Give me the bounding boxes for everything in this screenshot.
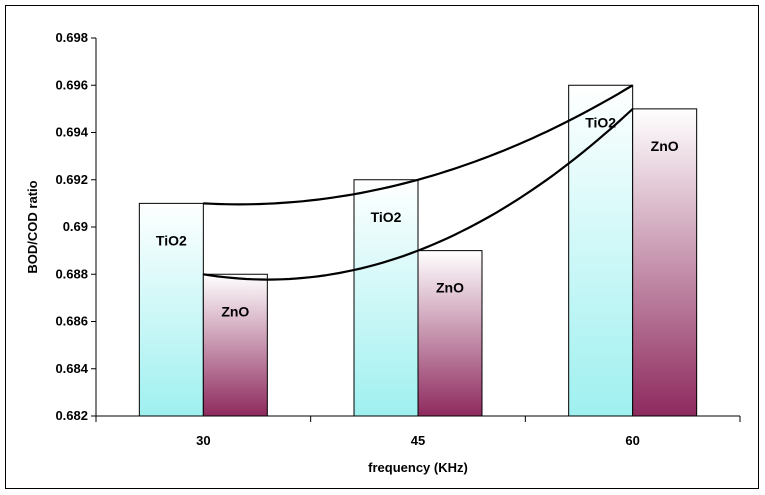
bar-tio2-60 xyxy=(568,84,634,417)
bar-zno-45 xyxy=(417,250,483,417)
y-tick-label: 0.684 xyxy=(55,361,88,376)
bar-tio2-30 xyxy=(138,202,204,417)
y-tick-label: 0.698 xyxy=(55,30,88,45)
y-tick-label: 0.686 xyxy=(55,314,88,329)
bar-label-zno: ZnO xyxy=(436,280,464,296)
bar-zno-30 xyxy=(202,273,268,417)
y-tick-label: 0.694 xyxy=(55,125,88,140)
x-tick-label: 60 xyxy=(625,433,639,448)
bar-label-tio2: TiO2 xyxy=(371,209,402,225)
bar-label-zno: ZnO xyxy=(221,303,249,319)
trendline-tio2 xyxy=(203,84,634,206)
y-tick-label: 0.682 xyxy=(55,408,88,423)
y-tick-label: 0.692 xyxy=(55,172,88,187)
y-tick-label: 0.69 xyxy=(63,219,88,234)
x-tick-label: 45 xyxy=(411,433,425,448)
bar-label-tio2: TiO2 xyxy=(156,232,187,248)
bar-label-tio2: TiO2 xyxy=(585,114,616,130)
y-tick-label: 0.696 xyxy=(55,77,88,92)
y-tick-label: 0.688 xyxy=(55,266,88,281)
x-axis-title: frequency (KHz) xyxy=(368,460,468,475)
x-tick-label: 30 xyxy=(196,433,210,448)
bar-label-zno: ZnO xyxy=(651,138,679,154)
bar-zno-60 xyxy=(632,108,698,417)
bar-tio2-45 xyxy=(353,179,419,417)
trendline-zno xyxy=(203,108,634,281)
y-axis-title: BOD/COD ratio xyxy=(25,180,40,273)
